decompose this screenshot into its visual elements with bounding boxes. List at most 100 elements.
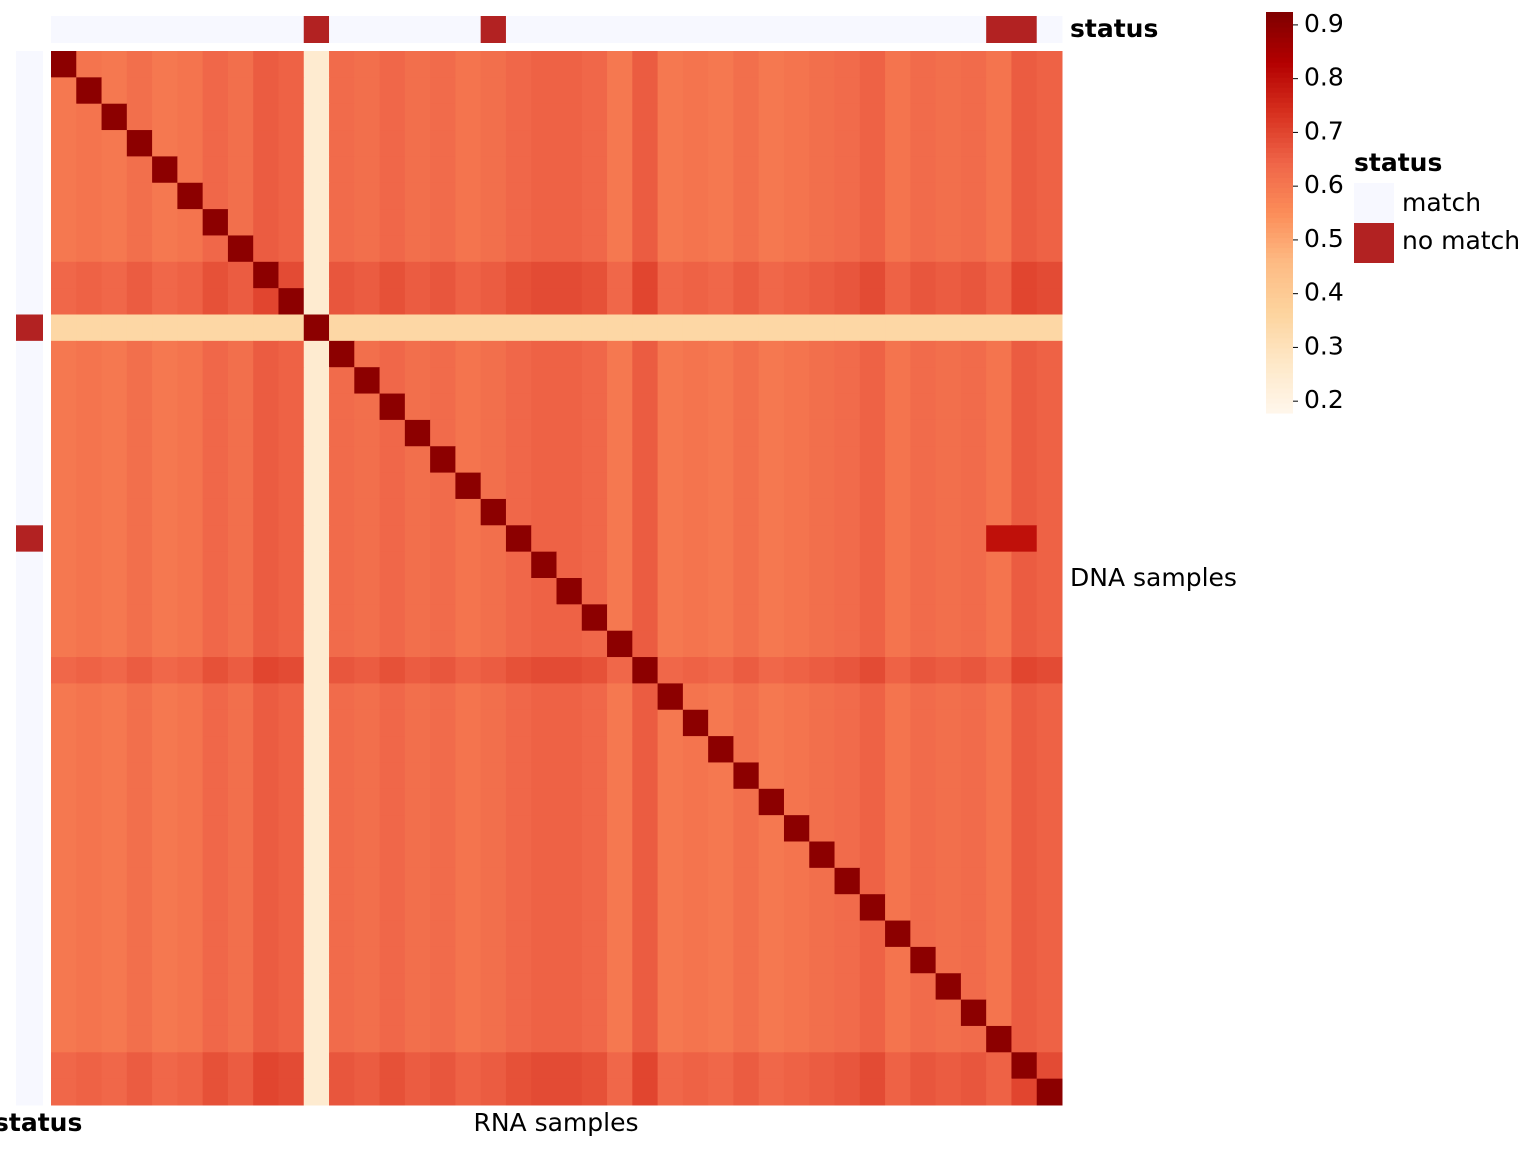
heatmap-cell [960, 973, 987, 1001]
heatmap-cell [935, 393, 962, 421]
col-status-cell [126, 16, 153, 43]
heatmap-cell [455, 367, 482, 395]
heatmap-cell [531, 709, 557, 737]
heatmap-cell [253, 551, 279, 579]
heatmap-cell [480, 209, 507, 236]
heatmap-cell [202, 419, 229, 447]
heatmap-cell [758, 1052, 785, 1080]
heatmap-cell [1011, 709, 1038, 737]
heatmap-cell [758, 946, 785, 974]
heatmap-cell [76, 894, 103, 922]
heatmap-cell [126, 235, 153, 263]
heatmap-cell [1011, 736, 1038, 763]
heatmap-cell [960, 683, 987, 711]
heatmap-cell [834, 736, 861, 763]
heatmap-cell [556, 762, 583, 790]
heatmap-cell [202, 867, 229, 895]
colorbar-segment [1266, 27, 1293, 33]
heatmap-cell [632, 551, 659, 579]
heatmap-cell [1036, 419, 1063, 447]
heatmap-cell [783, 288, 810, 315]
heatmap-cell [51, 709, 77, 737]
heatmap-cell [202, 314, 229, 342]
heatmap-cell [379, 920, 406, 948]
heatmap-cell [809, 51, 836, 78]
heatmap-cell [910, 788, 937, 816]
heatmap-cell [910, 999, 937, 1027]
heatmap-cell [986, 103, 1012, 131]
heatmap-cell [910, 209, 937, 236]
heatmap-cell [354, 736, 381, 763]
heatmap-cell [51, 367, 77, 395]
heatmap-cell [354, 182, 381, 210]
heatmap-cell [505, 51, 532, 78]
heatmap-cell [607, 578, 633, 605]
col-status-cell [682, 16, 709, 43]
heatmap-cell [632, 683, 659, 711]
heatmap-cell [910, 1025, 937, 1053]
col-status-cell [859, 16, 886, 43]
heatmap-cell [885, 472, 911, 500]
heatmap-cell [455, 261, 482, 289]
heatmap-cell [758, 578, 785, 605]
heatmap-cell [430, 77, 456, 105]
heatmap-cell [152, 657, 178, 684]
heatmap-cell [430, 393, 456, 421]
heatmap-cell [960, 182, 987, 210]
heatmap-cell [859, 498, 886, 526]
heatmap-cell [986, 1025, 1012, 1053]
heatmap-cell [581, 156, 608, 184]
heatmap-cell [885, 578, 911, 605]
colorbar-segment [1266, 212, 1293, 219]
heatmap-cell [986, 551, 1012, 579]
heatmap-cell [935, 367, 962, 395]
heatmap-cell [1036, 103, 1063, 131]
heatmap-cell [632, 393, 659, 421]
heatmap-cell [758, 472, 785, 500]
heatmap-cell [278, 841, 305, 869]
heatmap-cell [1011, 156, 1038, 184]
heatmap-cell [379, 182, 406, 210]
heatmap-cell [531, 894, 557, 922]
heatmap-cell [556, 999, 583, 1027]
heatmap-cell [404, 578, 431, 605]
heatmap-cell [708, 419, 734, 447]
heatmap-cell [253, 261, 279, 289]
heatmap-cell [910, 946, 937, 974]
heatmap-cell [51, 182, 77, 210]
heatmap-cell [177, 762, 204, 790]
heatmap-cell [657, 472, 684, 500]
heatmap-cell [733, 498, 760, 526]
heatmap-cell [885, 77, 911, 105]
heatmap-cell [76, 762, 103, 790]
heatmap-cell [783, 340, 810, 368]
heatmap-cell [859, 867, 886, 895]
heatmap-cell [152, 946, 178, 974]
heatmap-cell [303, 657, 330, 684]
heatmap-cell [632, 841, 659, 869]
heatmap-cell [430, 762, 456, 790]
heatmap-cell [202, 209, 229, 236]
row-status-cell [16, 103, 43, 131]
heatmap-cell [278, 999, 305, 1027]
colorbar-segment [1266, 42, 1293, 48]
heatmap-cell [202, 762, 229, 790]
col-status-cell [253, 16, 279, 43]
heatmap-cell [809, 130, 836, 157]
heatmap-cell [935, 551, 962, 579]
heatmap-cell [657, 77, 684, 105]
heatmap-cell [556, 657, 583, 684]
heatmap-cell [783, 999, 810, 1027]
heatmap-cell [379, 1078, 406, 1106]
heatmap-cell [885, 604, 911, 632]
heatmap-cell [1036, 51, 1063, 78]
heatmap-cell [607, 1078, 633, 1106]
heatmap-cell [505, 340, 532, 368]
heatmap-cell [227, 578, 254, 605]
heatmap-cell [329, 77, 355, 105]
heatmap-cell [126, 762, 153, 790]
heatmap-cell [910, 551, 937, 579]
heatmap-cell [733, 604, 760, 632]
heatmap-cell [809, 657, 836, 684]
